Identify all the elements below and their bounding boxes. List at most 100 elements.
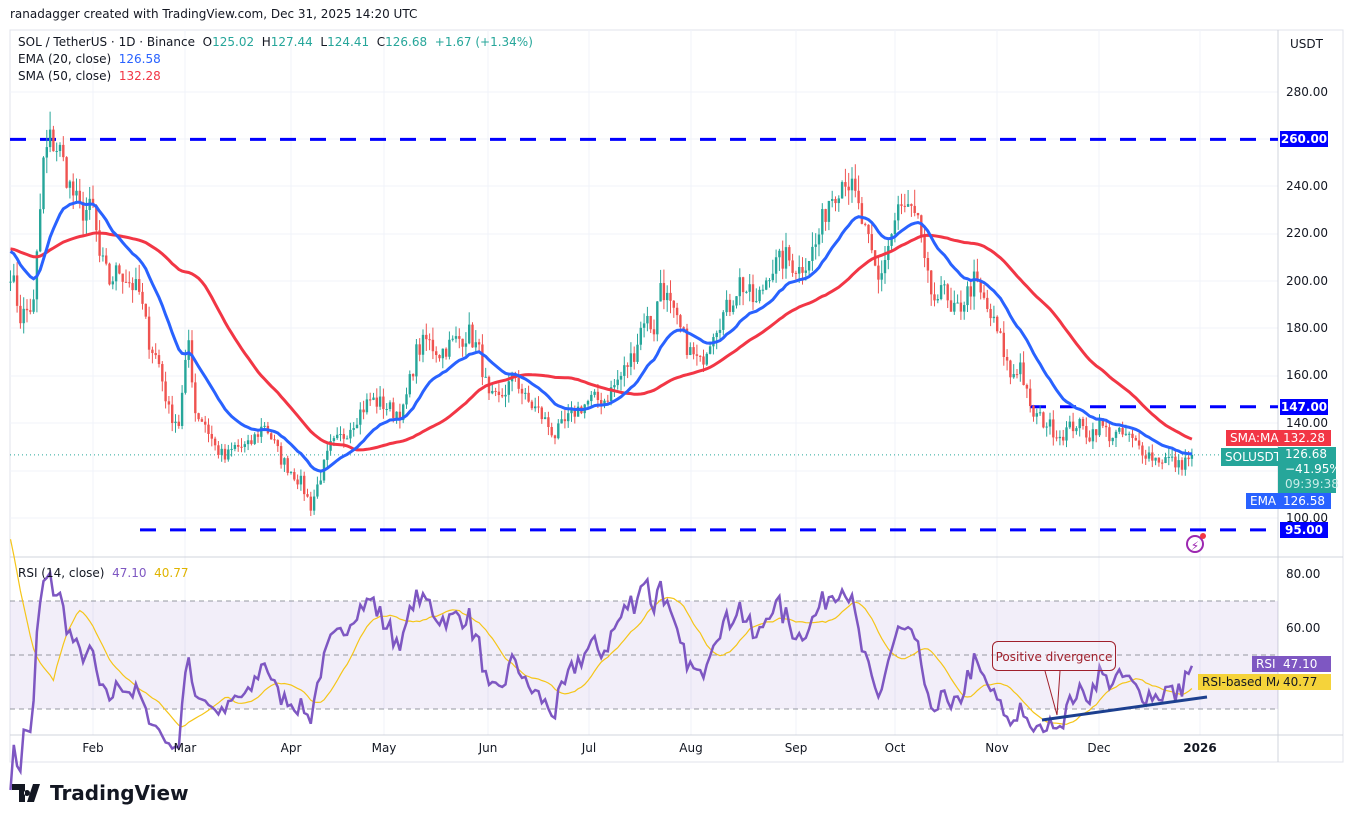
candle [626,365,629,367]
tradingview-logo[interactable]: TradingView [12,781,189,805]
currency-label[interactable]: USDT [1290,37,1323,51]
candle [296,479,299,485]
candle [913,205,916,213]
candle [1009,360,1012,378]
candle [755,301,758,303]
candle [491,390,494,394]
candle [567,413,570,422]
candle [629,353,633,367]
candle [1147,452,1151,459]
candle [213,438,217,446]
candle [474,342,477,348]
bar-countdown: 09:39:38 [1285,477,1339,491]
candle [293,472,296,480]
candle [979,281,982,293]
candle [75,190,78,196]
candle [1025,385,1029,389]
candle [329,441,332,451]
candle [613,385,616,388]
price-tick: 100.00 [1286,511,1328,525]
candle [639,327,642,345]
price-tick: 180.00 [1286,321,1328,335]
candle [860,203,864,224]
candle [1038,412,1042,414]
candle [1137,440,1141,446]
candle [375,397,378,407]
candle [771,273,774,281]
candle [101,255,105,257]
candle [794,272,798,274]
candle [864,223,867,225]
candle [312,496,316,511]
candle [29,310,32,312]
candle [157,355,161,365]
candle [220,448,223,456]
candle [827,200,831,222]
candle [520,388,524,394]
time-tick: Aug [679,741,703,755]
rsi-legend[interactable]: RSI (14, close) 47.10 40.77 [18,566,188,580]
candle [986,297,989,309]
candle [659,283,662,302]
ema-legend[interactable]: EMA (20, close) 126.58 [18,52,161,66]
candle [748,284,751,292]
candle [900,204,903,206]
ema-axis-tag: EMA [1246,493,1281,509]
lightning-icon[interactable]: ⚡ [1186,535,1204,553]
candle [378,396,382,407]
candle [448,339,451,357]
price-tick: 140.00 [1286,416,1328,430]
candle [811,246,814,261]
candle [791,260,794,273]
candle [108,263,111,285]
candle [326,450,329,460]
candle [576,406,580,417]
candle [540,407,543,420]
candle [867,224,870,235]
price-tick: 220.00 [1286,226,1328,240]
candle [1128,433,1131,435]
candle [923,235,926,259]
time-tick: Oct [884,741,906,755]
candle [702,356,705,365]
candle [289,472,293,474]
ema-value: 126.58 [118,52,161,66]
candle [1118,427,1121,432]
candle [1144,455,1147,459]
candle [741,277,745,293]
candle [468,324,471,344]
candle [883,260,887,274]
candle [405,394,408,405]
rsi-label: RSI (14, close) [18,566,105,580]
candle [1177,460,1180,468]
candle [831,198,834,201]
candle [553,435,557,439]
candle [953,302,956,312]
candle [870,234,873,251]
ema-label: EMA (20, close) [18,52,112,66]
sma-legend[interactable]: SMA (50, close) 132.28 [18,69,161,83]
candle [207,424,210,434]
candle [402,404,405,421]
candle [58,144,62,152]
notification-dot-icon [1200,533,1206,539]
candle [276,440,279,447]
candle [675,307,679,316]
candle [1161,462,1164,464]
candle [1062,436,1065,441]
candle [299,475,303,485]
candle [303,475,306,495]
candle [837,198,840,204]
candle [9,281,12,283]
candle [121,273,124,282]
candle [857,190,860,204]
candle [824,209,827,222]
candle [458,336,461,339]
positive-divergence-callout[interactable]: Positive divergence [992,641,1116,671]
candle [95,205,98,231]
symbol-name[interactable]: SOL / TetherUS · 1D · Binance [18,35,195,49]
candle [560,419,563,424]
candle [992,316,996,319]
candle [164,381,167,402]
